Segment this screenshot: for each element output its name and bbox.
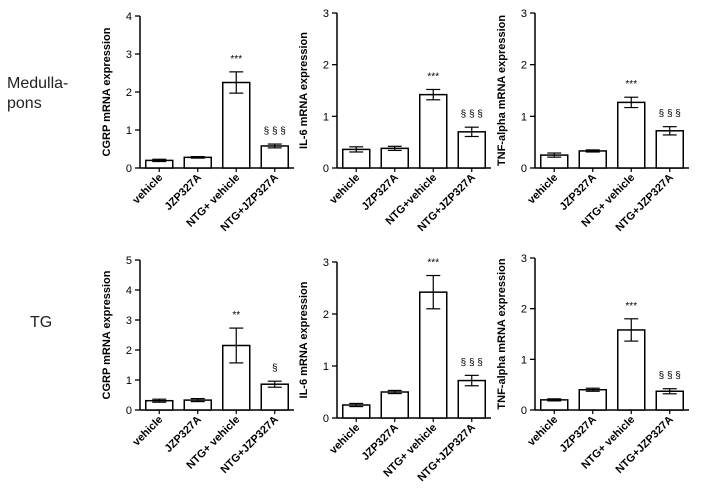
significance-label: *** xyxy=(625,79,637,90)
y-tick-label: 0 xyxy=(521,405,527,417)
y-tick-label: 1 xyxy=(323,361,329,373)
y-tick-label: 2 xyxy=(521,304,527,316)
bar xyxy=(419,93,448,169)
y-tick-label: 0 xyxy=(126,405,132,417)
bar xyxy=(457,379,486,419)
y-tick-label: 3 xyxy=(521,8,527,20)
significance-label: § § § xyxy=(461,357,483,368)
y-tick-label: 1 xyxy=(521,354,527,366)
bar xyxy=(222,81,251,169)
y-tick-label: 1 xyxy=(126,125,132,137)
bar xyxy=(183,156,212,169)
significance-label: § § § xyxy=(461,109,483,120)
bar xyxy=(617,329,646,411)
x-tick-label: vehicle xyxy=(328,422,363,457)
x-tick-label: vehicle xyxy=(526,172,561,207)
y-tick-label: 2 xyxy=(323,309,329,321)
bar xyxy=(380,391,409,419)
bar xyxy=(260,145,289,169)
x-tick-label: vehicle xyxy=(131,414,166,449)
y-tick-label: 1 xyxy=(323,111,329,123)
significance-label: *** xyxy=(625,301,637,312)
significance-label: § § § xyxy=(264,126,286,137)
y-axis-label: TNF-alpha mRNA expression xyxy=(496,258,508,409)
bar xyxy=(578,150,607,169)
bar xyxy=(655,130,684,169)
y-tick-label: 5 xyxy=(126,255,132,267)
significance-label: § xyxy=(272,363,278,374)
y-tick-label: 0 xyxy=(126,163,132,175)
y-axis-label: CGRP mRNA expression xyxy=(101,27,113,156)
y-tick-label: 3 xyxy=(521,253,527,265)
y-tick-label: 4 xyxy=(126,285,132,297)
y-tick-label: 2 xyxy=(126,87,132,99)
y-tick-label: 2 xyxy=(126,345,132,357)
y-tick-label: 2 xyxy=(323,60,329,72)
y-tick-label: 3 xyxy=(323,8,329,20)
y-tick-label: 2 xyxy=(521,60,527,72)
bar xyxy=(380,147,409,169)
y-tick-label: 1 xyxy=(521,111,527,123)
y-axis-label: IL-6 mRNA expression xyxy=(298,281,310,398)
x-tick-label: vehicle xyxy=(131,172,166,207)
bar xyxy=(457,131,486,169)
x-tick-label: vehicle xyxy=(328,172,363,207)
y-tick-label: 0 xyxy=(323,413,329,425)
bar xyxy=(578,388,607,411)
y-tick-label: 0 xyxy=(521,163,527,175)
bar xyxy=(419,291,448,419)
y-tick-label: 3 xyxy=(126,315,132,327)
significance-label: ** xyxy=(232,310,240,321)
y-tick-label: 0 xyxy=(323,163,329,175)
bar xyxy=(617,101,646,169)
significance-label: *** xyxy=(427,258,439,269)
significance-label: *** xyxy=(427,71,439,82)
y-tick-label: 4 xyxy=(126,11,132,23)
significance-label: § § § xyxy=(659,371,681,382)
y-tick-label: 3 xyxy=(126,49,132,61)
significance-label: § § § xyxy=(659,109,681,120)
y-tick-label: 3 xyxy=(323,257,329,269)
significance-label: *** xyxy=(230,54,242,65)
row-label-tg: TG xyxy=(30,314,53,331)
bar xyxy=(260,383,289,411)
row-label-medulla-pons: Medulla- pons xyxy=(7,75,69,112)
x-tick-label: vehicle xyxy=(526,414,561,449)
y-tick-label: 1 xyxy=(126,375,132,387)
y-axis-label: TNF-alpha mRNA expression xyxy=(496,15,508,166)
y-axis-label: IL-6 mRNA expression xyxy=(298,32,310,149)
y-axis-label: CGRP mRNA expression xyxy=(101,270,113,399)
